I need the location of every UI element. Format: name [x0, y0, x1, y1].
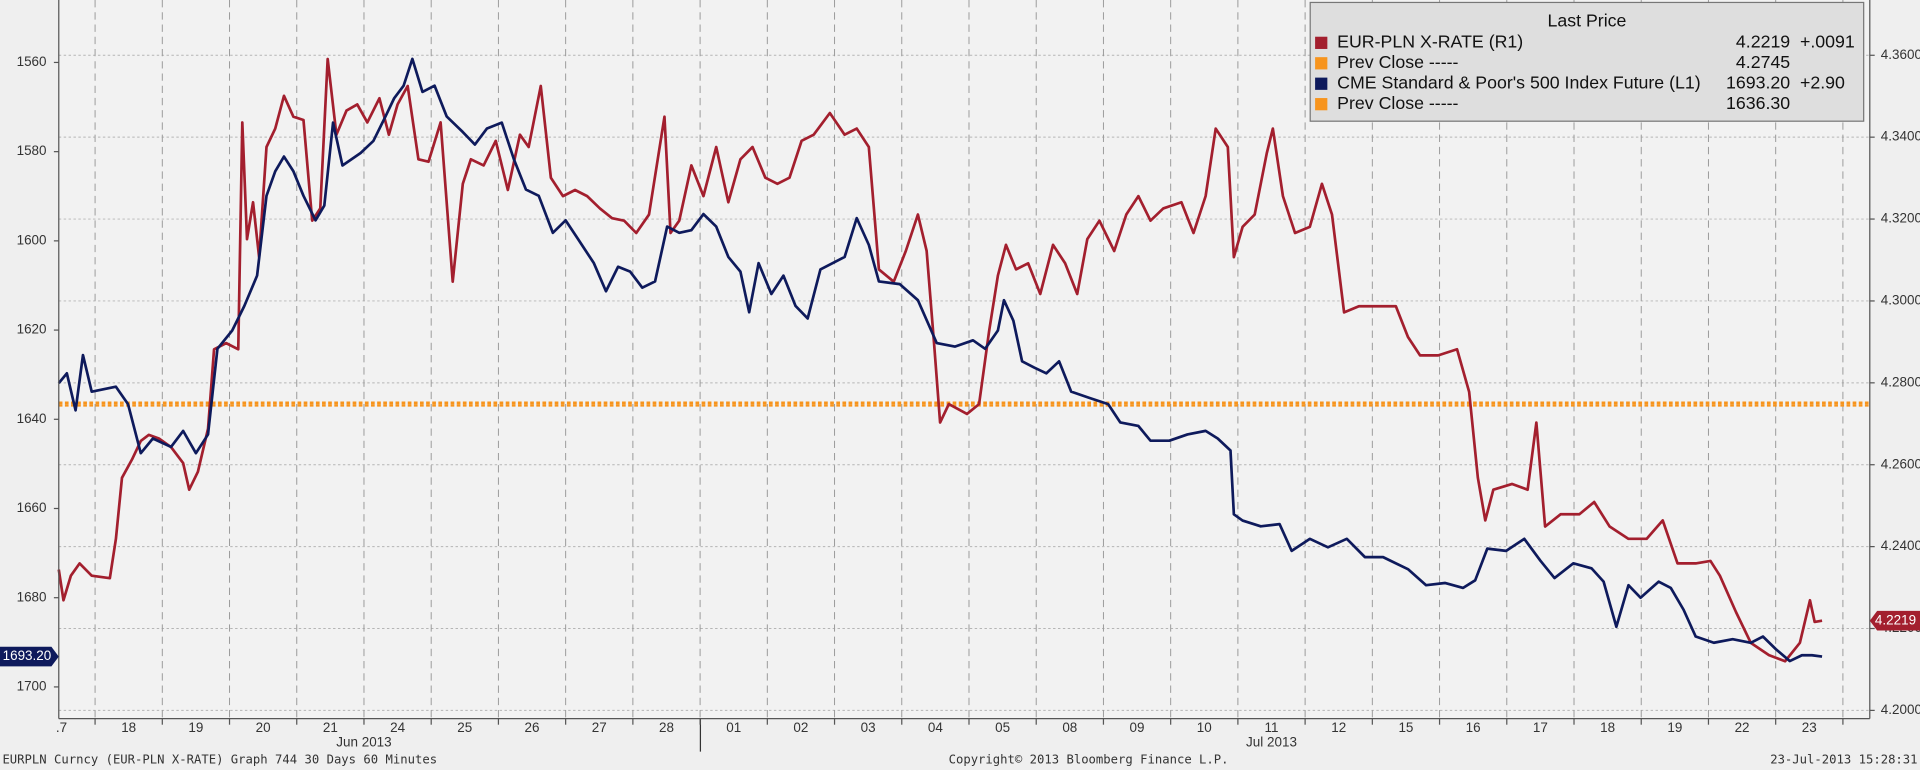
x-tick-label: 04	[928, 720, 943, 735]
legend-change: +2.90	[1800, 72, 1845, 92]
y2-tick-label: 4.2800	[1881, 374, 1920, 389]
x-tick-label: 08	[1062, 720, 1077, 735]
x-tick-label: 22	[1735, 720, 1750, 735]
legend-last: 4.2219	[1736, 32, 1790, 52]
legend-prev-close: 4.2745	[1736, 52, 1790, 72]
x-tick-label: 17	[1533, 720, 1548, 735]
footer-center: Copyright© 2013 Bloomberg Finance L.P.	[949, 753, 1229, 767]
y-tick-label: 1560	[17, 54, 47, 69]
x-tick-label: 25	[457, 720, 472, 735]
y2-tick-label: 4.3000	[1881, 293, 1920, 308]
x-tick-label: .7	[56, 720, 67, 735]
legend-label: EUR-PLN X-RATE (R1)	[1337, 32, 1523, 52]
x-tick-label: 21	[323, 720, 338, 735]
x-tick-label: 16	[1466, 720, 1481, 735]
month-label: Jul 2013	[1246, 735, 1297, 750]
legend-swatch	[1315, 77, 1328, 90]
x-tick-label: 11	[1265, 720, 1279, 735]
y2-tick-label: 4.3600	[1881, 47, 1920, 62]
x-tick-label: 03	[861, 720, 876, 735]
x-tick-label: 05	[995, 720, 1010, 735]
legend-swatch	[1315, 36, 1328, 49]
x-tick-label: 27	[592, 720, 607, 735]
y-tick-label: 1680	[17, 589, 47, 604]
x-tick-label: 19	[188, 720, 203, 735]
y-tick-label: 1700	[17, 678, 47, 693]
legend-box	[1309, 1, 1865, 122]
legend-title: Last Price	[1547, 11, 1626, 31]
x-tick-label: 18	[121, 720, 136, 735]
x-tick-label: 18	[1600, 720, 1615, 735]
legend-label: Prev Close -----	[1337, 93, 1458, 113]
legend-label: Prev Close -----	[1337, 52, 1458, 72]
x-tick-label: 02	[793, 720, 808, 735]
legend-prev-close: 1636.30	[1726, 93, 1790, 113]
last-price-label: 4.2219	[1875, 612, 1916, 627]
series-line	[57, 57, 1823, 663]
y-tick-label: 1580	[17, 143, 47, 158]
y2-tick-label: 4.3400	[1881, 129, 1920, 144]
legend-swatch	[1315, 57, 1328, 70]
legend-swatch	[1315, 98, 1328, 111]
y2-tick-label: 4.2000	[1881, 702, 1920, 717]
footer-right: 23-Jul-2013 15:28:31	[1770, 753, 1917, 767]
month-label: Jun 2013	[336, 735, 391, 750]
marks	[57, 57, 1870, 663]
x-tick-label: 12	[1331, 720, 1346, 735]
x-tick-label: 10	[1197, 720, 1212, 735]
grid	[58, 0, 1870, 719]
labels: 4.20004.22004.24004.26004.28004.30004.32…	[0, 47, 1920, 750]
x-tick-label: 24	[390, 720, 405, 735]
x-tick-label: 09	[1130, 720, 1145, 735]
last-price-flag	[1869, 610, 1920, 631]
x-tick-label: 23	[1802, 720, 1817, 735]
last-price-flag	[0, 646, 59, 667]
x-tick-label: 19	[1667, 720, 1682, 735]
last-price-label: 1693.20	[3, 648, 52, 663]
x-tick-label: 15	[1398, 720, 1413, 735]
legend-label: CME Standard & Poor's 500 Index Future (…	[1337, 72, 1701, 92]
footer-left: EURPLN Curncy (EUR-PLN X-RATE) Graph 744…	[2, 753, 437, 767]
y-tick-label: 1620	[17, 322, 47, 337]
x-tick-label: 01	[726, 720, 741, 735]
x-tick-label: 26	[525, 720, 540, 735]
y-tick-label: 1600	[17, 232, 47, 247]
legend-last: 1693.20	[1726, 72, 1790, 92]
y2-tick-label: 4.2400	[1881, 538, 1920, 553]
series-line	[57, 57, 1823, 663]
x-tick-label: 28	[659, 720, 674, 735]
y2-tick-label: 4.3200	[1881, 211, 1920, 226]
y2-tick-label: 4.2600	[1881, 456, 1920, 471]
legend-change: +.0091	[1800, 32, 1855, 52]
y-tick-label: 1640	[17, 411, 47, 426]
legend: Last Price EUR-PLN X-RATE (R1) 4.2219 +.00…	[1309, 1, 1865, 122]
y-tick-label: 1660	[17, 500, 47, 515]
x-tick-label: 20	[256, 720, 271, 735]
